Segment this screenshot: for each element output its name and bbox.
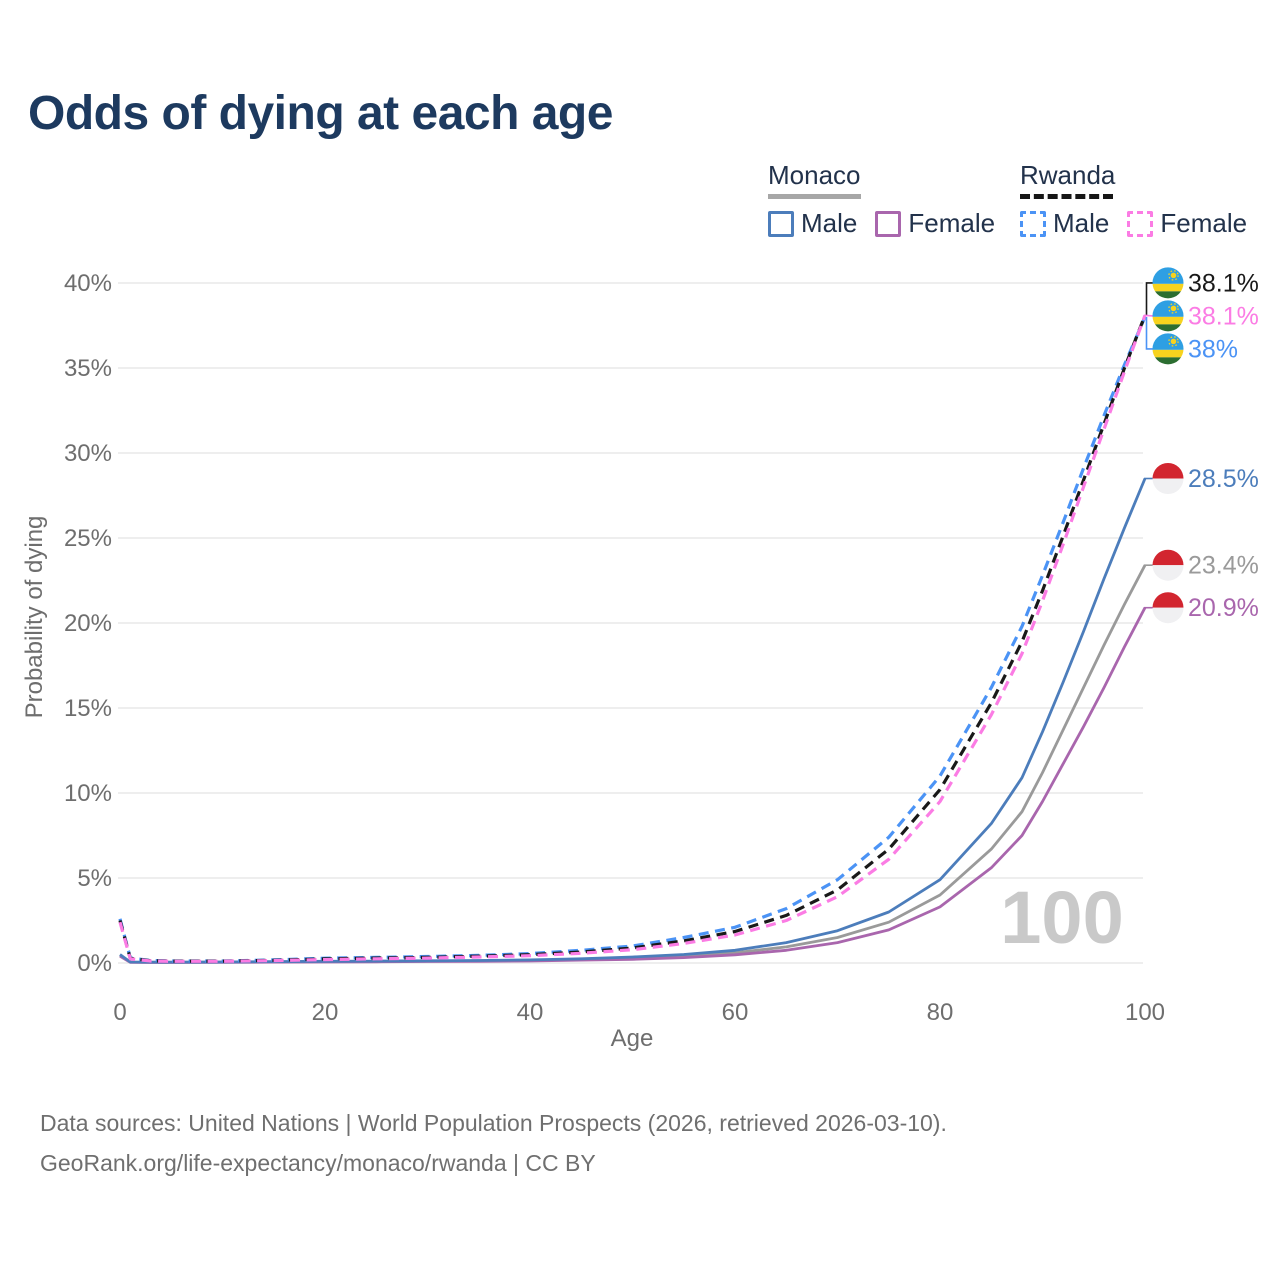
monaco-line-style-sample	[768, 194, 861, 199]
end-label-rwanda-male[interactable]: 38%	[1152, 333, 1238, 365]
y-tick-label: 40%	[64, 270, 112, 297]
x-tick-label: 100	[1125, 999, 1165, 1026]
legend-label-monaco-female[interactable]: Female	[908, 208, 996, 238]
end-label-value: 38.1%	[1188, 269, 1259, 297]
y-tick-label: 10%	[64, 780, 112, 807]
series-line-monaco[interactable]	[119, 564, 1147, 964]
legend-group-monaco: Monaco Male Female	[768, 160, 1013, 239]
end-label-connector	[1143, 314, 1154, 317]
series-line-monaco-male[interactable]	[119, 477, 1147, 964]
y-tick-label: 0%	[77, 950, 112, 977]
page-title: Odds of dying at each age	[28, 87, 613, 140]
x-axis-title: Age	[611, 1025, 654, 1052]
end-label-monaco-female[interactable]: 20.9%	[1152, 592, 1259, 624]
end-label-monaco-male[interactable]: 28.5%	[1152, 463, 1259, 495]
monaco-flag-icon	[1152, 463, 1184, 494]
y-tick-label: 20%	[64, 610, 112, 637]
y-tick-label: 35%	[64, 355, 112, 382]
legend-label-rwanda-female[interactable]: Female	[1160, 208, 1248, 238]
legend-country-monaco-label: Monaco	[768, 160, 861, 190]
age-100-watermark: 100	[1000, 876, 1123, 959]
x-tick-label: 40	[517, 999, 544, 1026]
data-sources-text: Data sources: United Nations | World Pop…	[40, 1110, 947, 1136]
y-tick-label: 30%	[64, 440, 112, 467]
y-tick-label: 15%	[64, 695, 112, 722]
end-label-value: 38.1%	[1188, 302, 1259, 330]
legend-group-rwanda: Rwanda Male Female	[1020, 160, 1265, 239]
monaco-flag-icon	[1152, 592, 1184, 624]
x-tick-label: 0	[113, 999, 126, 1026]
legend-swatch-monaco-female[interactable]	[875, 210, 902, 237]
end-label-connector	[1145, 317, 1153, 350]
series-line-monaco-female[interactable]	[119, 607, 1147, 964]
monaco-flag-icon	[1152, 549, 1184, 581]
end-label-rwanda-female[interactable]: 38.1%	[1152, 300, 1259, 332]
end-label-monaco[interactable]: 23.4%	[1152, 549, 1259, 581]
rwanda-flag-icon	[1152, 333, 1184, 365]
legend-label-monaco-male[interactable]: Male	[801, 208, 858, 238]
y-tick-label: 5%	[77, 865, 112, 892]
legend-swatch-monaco-male[interactable]	[768, 210, 794, 237]
end-label-value: 38%	[1188, 335, 1238, 363]
legend-swatch-rwanda-male[interactable]	[1020, 210, 1046, 237]
attribution-link-text: GeoRank.org/life-expectancy/monaco/rwand…	[40, 1150, 596, 1176]
end-label-value: 28.5%	[1188, 465, 1259, 493]
rwanda-flag-icon	[1152, 267, 1184, 299]
x-tick-label: 20	[312, 999, 339, 1026]
end-label-value: 20.9%	[1188, 594, 1259, 622]
end-label-value: 23.4%	[1188, 552, 1259, 580]
x-tick-label: 80	[927, 999, 954, 1026]
series-line-rwanda-female[interactable]	[118, 314, 1147, 963]
x-tick-label: 60	[722, 999, 749, 1026]
end-label-connector	[1145, 282, 1153, 316]
legend-country-rwanda-label: Rwanda	[1020, 160, 1116, 190]
series-line-rwanda-male[interactable]	[118, 316, 1147, 963]
rwanda-line-style-sample	[1020, 194, 1113, 199]
rwanda-flag-icon	[1152, 300, 1184, 332]
y-tick-label: 25%	[64, 525, 112, 552]
legend-label-rwanda-male[interactable]: Male	[1053, 208, 1110, 238]
series-line-rwanda[interactable]	[118, 314, 1147, 963]
end-label-rwanda[interactable]: 38.1%	[1152, 267, 1259, 299]
legend-swatch-rwanda-female[interactable]	[1127, 210, 1154, 237]
y-axis-title: Probability of dying	[21, 516, 48, 719]
